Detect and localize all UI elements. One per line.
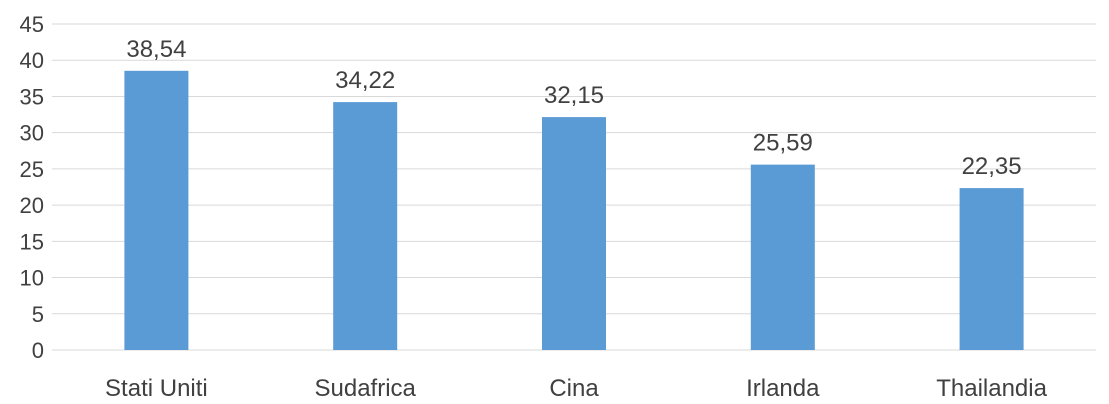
bars bbox=[124, 70, 1024, 351]
data-label: 32,15 bbox=[544, 82, 604, 109]
bar bbox=[124, 70, 189, 351]
y-tick-label: 20 bbox=[20, 193, 44, 218]
x-axis: Stati Uniti Sudafrica Cina Irlanda Thailandi… bbox=[105, 375, 1048, 402]
data-label: 25,59 bbox=[753, 130, 813, 157]
bar bbox=[750, 164, 815, 350]
y-tick-label: 0 bbox=[32, 338, 44, 363]
y-tick-label: 5 bbox=[32, 302, 44, 327]
y-tick-label: 40 bbox=[20, 48, 44, 73]
data-label: 22,35 bbox=[962, 153, 1022, 180]
data-labels: 38,54 34,22 32,15 25,59 22,35 bbox=[126, 36, 1021, 180]
bar bbox=[542, 117, 606, 350]
x-tick-label: Cina bbox=[549, 375, 599, 402]
data-label: 38,54 bbox=[126, 36, 186, 63]
y-tick-label: 25 bbox=[20, 157, 44, 182]
data-label: 34,22 bbox=[335, 67, 395, 94]
y-tick-label: 30 bbox=[20, 121, 44, 146]
bar bbox=[959, 188, 1024, 350]
x-tick-label: Thailandia bbox=[936, 375, 1047, 402]
y-tick-label: 10 bbox=[20, 266, 44, 291]
y-tick-label: 35 bbox=[20, 84, 44, 109]
y-tick-label: 15 bbox=[20, 229, 44, 254]
x-tick-label: Irlanda bbox=[746, 375, 820, 402]
y-tick-label: 45 bbox=[20, 12, 44, 37]
x-tick-label: Stati Uniti bbox=[105, 375, 208, 402]
bar bbox=[333, 102, 398, 350]
x-tick-label: Sudafrica bbox=[315, 375, 417, 402]
y-axis: 0 5 10 15 20 25 30 35 40 45 bbox=[20, 12, 44, 363]
